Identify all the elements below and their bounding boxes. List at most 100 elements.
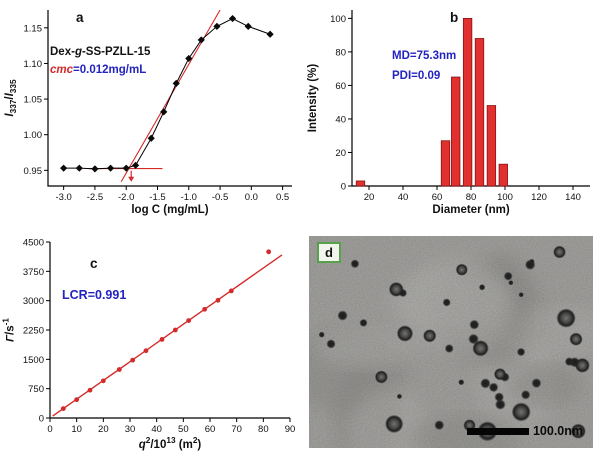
y-tick-label: 750 — [28, 384, 44, 395]
data-point — [215, 297, 221, 303]
diamond-marker — [172, 79, 180, 87]
panel-c-lcr-annotation: LCR=0.991 — [62, 288, 127, 302]
y-tick-label: 3750 — [23, 267, 44, 278]
y-tick-label: 3000 — [23, 296, 44, 307]
data-point — [87, 387, 93, 393]
data-point — [186, 318, 192, 324]
x-tick-label: 120 — [531, 192, 547, 203]
panel-a-label: a — [76, 10, 84, 25]
panel-c-chart: 0 10 20 30 40 50 60 70 80 90 0 750 1500 2250 3000 3750 4… — [23, 238, 296, 436]
x-tick-label: 50 — [178, 424, 189, 435]
y-tick-label: 1.10 — [24, 59, 43, 70]
y-tick-label: 0 — [341, 182, 346, 193]
data-point — [228, 288, 234, 294]
intensity-bar — [355, 180, 366, 187]
x-tick-label: 100 — [497, 192, 513, 203]
panel-a-cmc-plot: -3.0 -2.5 -2.0 -1.5 -1.0 -0.5 0.0 0.5 0.95 1.00 1.… — [0, 0, 300, 228]
x-tick-label: 60 — [432, 192, 443, 203]
x-tick-label: 80 — [466, 192, 477, 203]
intensity-bar — [451, 76, 461, 187]
panel-b-xlabel: Diameter (nm) — [432, 204, 510, 216]
diamond-marker — [131, 161, 140, 169]
panel-b-chart: 20 40 60 80 100 120 140 0 20 40 60 80 100 — [330, 10, 590, 203]
panel-d-label-box: d — [317, 242, 341, 263]
y-tick-label: 1.15 — [24, 23, 43, 34]
diamond-marker — [185, 54, 193, 63]
panel-b-ylabel: Intensity (%) — [307, 63, 319, 133]
panel-c-ylabel: Γ/s-1 — [1, 318, 17, 342]
y-tick-label: 1.00 — [24, 130, 43, 141]
data-point — [143, 348, 149, 354]
scale-bar-line — [466, 427, 529, 435]
y-tick-label: 100 — [330, 14, 346, 25]
data-point — [266, 249, 272, 255]
diamond-marker — [213, 22, 221, 30]
panel-a-sample-annotation: Dex-g-SS-PZLL-15 — [50, 46, 151, 58]
x-tick-label: 40 — [398, 192, 409, 203]
data-point — [60, 406, 66, 412]
diamond-marker — [160, 108, 168, 116]
diamond-marker — [147, 134, 155, 142]
y-tick-label: 20 — [335, 148, 346, 159]
panel-b-pdi-annotation: PDI=0.09 — [392, 70, 441, 82]
x-tick-label: 30 — [125, 424, 136, 435]
diamond-marker — [244, 22, 252, 30]
y-tick-label: 1500 — [23, 355, 44, 366]
fit-line — [52, 254, 283, 417]
panel-c-dls-linear-fit: 0 10 20 30 40 50 60 70 80 90 0 750 1500 2250 3000 3750 4… — [0, 228, 300, 460]
x-tick-label: 0.5 — [276, 192, 289, 203]
x-tick-label: -1.5 — [149, 192, 165, 203]
diamond-marker — [228, 14, 237, 23]
x-tick-label: -1.0 — [181, 192, 197, 203]
diamond-marker — [75, 164, 83, 172]
x-tick-label: 0.0 — [245, 192, 258, 203]
panel-b-md-annotation: MD=75.3nm — [392, 50, 457, 62]
x-tick-label: 70 — [231, 424, 242, 435]
x-tick-label: 60 — [205, 424, 216, 435]
x-tick-label: 0 — [47, 424, 52, 435]
y-tick-label: 60 — [335, 81, 346, 92]
diamond-marker — [91, 165, 99, 173]
panel-b-label: b — [450, 10, 459, 25]
cmc-arrow-head — [128, 176, 135, 182]
data-line — [63, 17, 271, 170]
x-tick-label: 90 — [285, 424, 296, 435]
panel-a-chart: -3.0 -2.5 -2.0 -1.5 -1.0 -0.5 0.0 0.5 0.95 1.00 1.… — [24, 9, 292, 203]
x-tick-label: 20 — [98, 424, 109, 435]
tem-grain — [309, 236, 593, 448]
x-tick-label: 40 — [151, 424, 162, 435]
y-tick-label: 80 — [335, 47, 346, 58]
data-point — [116, 367, 122, 372]
panel-a-xlabel: log C (mg/mL) — [131, 204, 209, 216]
intensity-bar — [474, 38, 485, 187]
panel-d-label: d — [325, 245, 333, 260]
scale-bar-label: 100.0nm — [532, 424, 583, 438]
x-tick-label: 20 — [364, 192, 375, 203]
diamond-marker — [197, 36, 205, 44]
axes — [47, 10, 292, 187]
y-tick-label: 2250 — [23, 326, 44, 337]
x-tick-label: -2.5 — [87, 192, 103, 203]
scale-bar: 100.0nm — [466, 424, 583, 438]
panel-b-size-distribution: 20 40 60 80 100 120 140 0 20 40 60 80 100 b MD=75.3n… — [300, 0, 600, 228]
panel-a-cmc-annotation: cmc=0.012mg/mL — [50, 64, 147, 76]
data-point — [74, 397, 80, 403]
diamond-marker — [266, 30, 274, 38]
data-point — [130, 357, 136, 363]
y-tick-label: 4500 — [23, 238, 44, 249]
data-point — [159, 336, 165, 342]
data-point — [172, 327, 178, 333]
data-point — [202, 306, 208, 312]
diamond-marker — [60, 164, 68, 172]
intensity-bar — [486, 105, 497, 187]
panel-c-label: c — [90, 256, 98, 271]
y-tick-label: 0 — [39, 414, 44, 425]
panel-c-xlabel: q2/1013 (m2) — [138, 436, 202, 451]
diamond-marker — [122, 164, 130, 172]
y-tick-label: 1.05 — [24, 95, 43, 106]
axes — [49, 242, 290, 419]
x-tick-label: -0.5 — [212, 192, 228, 203]
x-tick-label: 80 — [258, 424, 269, 435]
data-point — [100, 378, 106, 384]
